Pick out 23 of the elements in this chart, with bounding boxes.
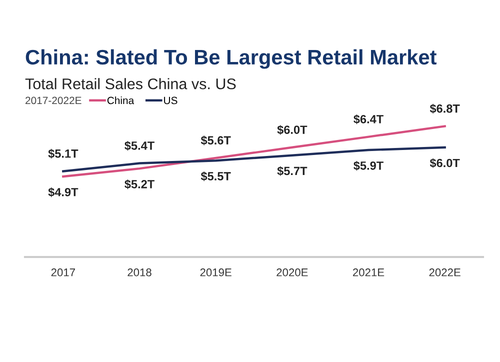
chart-title: China: Slated To Be Largest Retail Market: [26, 49, 436, 69]
data-label: $5.7T: [277, 166, 308, 176]
data-label: $5.1T: [48, 148, 78, 159]
data-label: $5.2T: [124, 179, 154, 190]
x-tick-label: 2019E: [200, 268, 232, 276]
x-tick-label: 2017: [51, 268, 75, 276]
x-tick-label: 2021E: [352, 268, 384, 276]
data-label: $5.6T: [200, 136, 231, 146]
legend-label: China: [107, 96, 134, 104]
data-label: $6.0T: [430, 158, 460, 168]
legend-label: US: [164, 96, 178, 104]
data-label: $6.4T: [354, 114, 384, 124]
data-label: $6.0T: [277, 125, 308, 135]
text: 2017-2022E: [26, 96, 82, 104]
x-tick-label: 2018: [128, 268, 152, 276]
x-tick-label: 2020E: [276, 268, 308, 276]
data-label: $5.4T: [124, 140, 154, 151]
data-label: $5.5T: [200, 172, 231, 182]
data-label: $5.9T: [354, 160, 384, 171]
chart-subtitle: Total Retail Sales China vs. US: [25, 78, 236, 90]
x-tick-label: 2022E: [429, 268, 460, 276]
data-label: $4.9T: [48, 187, 78, 198]
data-label: $6.8T: [430, 104, 460, 114]
